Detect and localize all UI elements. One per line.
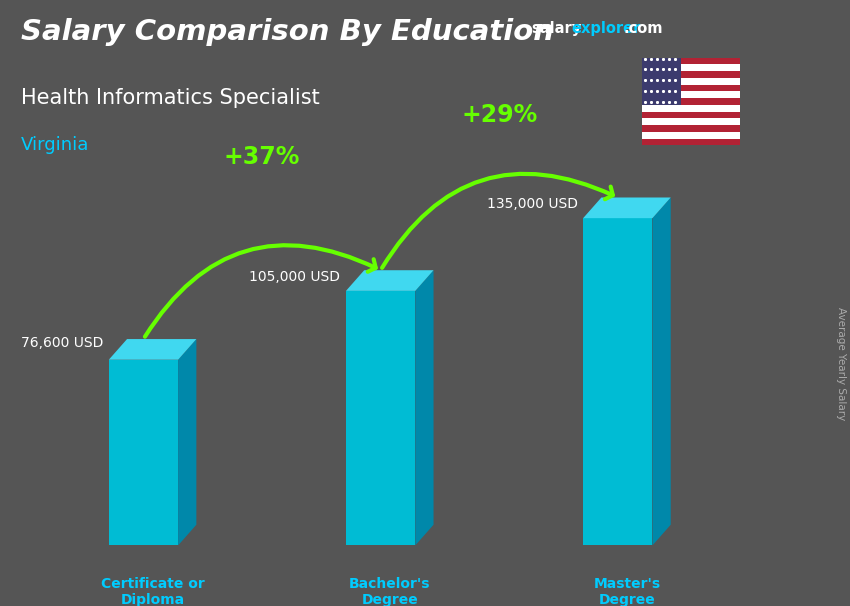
Text: +29%: +29% [461,103,537,127]
Polygon shape [109,339,196,360]
Bar [642,98,740,105]
Bar [642,85,740,92]
Polygon shape [416,270,434,545]
Text: 105,000 USD: 105,000 USD [250,270,341,284]
Polygon shape [346,270,434,291]
Bar [642,132,740,139]
Polygon shape [109,360,178,545]
Text: Health Informatics Specialist: Health Informatics Specialist [21,88,320,108]
Polygon shape [346,291,416,545]
Bar [642,58,740,64]
Text: Certificate or
Diploma: Certificate or Diploma [100,577,205,606]
Text: Virginia: Virginia [21,136,89,155]
Text: .com: .com [624,21,663,36]
Polygon shape [583,198,671,218]
Text: Salary Comparison By Education: Salary Comparison By Education [21,18,554,46]
Text: Master's
Degree: Master's Degree [593,577,660,606]
Bar [642,64,740,71]
Bar [642,78,740,85]
Text: +37%: +37% [224,145,300,170]
Text: 76,600 USD: 76,600 USD [21,336,104,350]
Polygon shape [583,218,653,545]
Bar [642,118,740,125]
Text: salary: salary [531,21,581,36]
Polygon shape [178,339,196,545]
Bar [642,58,681,105]
Text: Average Yearly Salary: Average Yearly Salary [836,307,846,420]
Bar [642,105,740,112]
Bar [642,125,740,132]
Bar [642,92,740,98]
Bar [642,112,740,118]
Text: 135,000 USD: 135,000 USD [487,197,578,211]
Bar [642,71,740,78]
Bar [642,139,740,145]
Polygon shape [653,198,671,545]
Text: Bachelor's
Degree: Bachelor's Degree [349,577,430,606]
Text: explorer: explorer [571,21,641,36]
